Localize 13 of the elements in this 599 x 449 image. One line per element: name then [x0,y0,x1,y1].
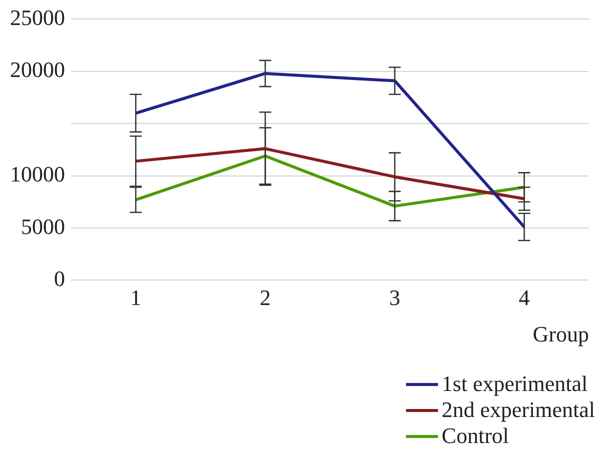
x-tick-label: 4 [518,285,530,310]
legend-label: 1st experimental [442,371,588,397]
legend-label: 2nd experimental [442,397,595,423]
legend-label: Control [442,423,509,449]
x-tick-label: 3 [389,285,400,310]
y-tick-label: 10000 [10,162,65,187]
y-tick-label: 25000 [10,4,65,30]
x-tick-label: 2 [260,285,271,310]
y-tick-label: 20000 [10,57,65,82]
y-tick-label: 5000 [21,214,65,239]
x-axis-title: Group [532,322,589,347]
x-tick-label: 1 [130,285,142,310]
y-tick-label: 0 [54,266,65,291]
